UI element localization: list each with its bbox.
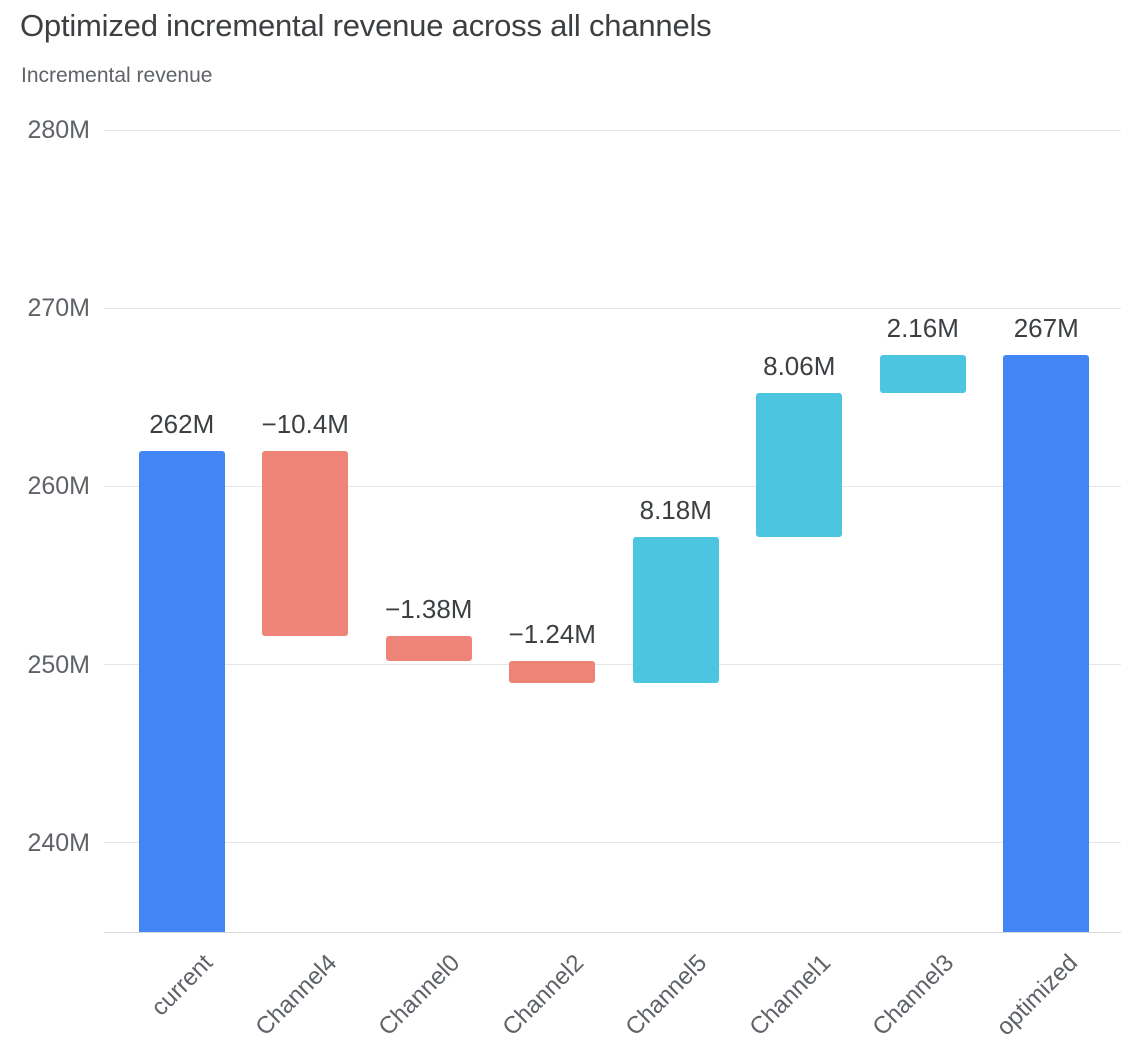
waterfall-bar-Channel4[interactable] xyxy=(262,450,349,637)
y-axis-label: 270M xyxy=(27,294,90,323)
gridline xyxy=(104,307,1121,309)
x-axis-label: Channel3 xyxy=(867,949,960,1042)
x-axis-label: Channel2 xyxy=(496,949,589,1042)
bar-value-label: 8.06M xyxy=(763,351,836,382)
waterfall-bar-Channel3[interactable] xyxy=(879,354,966,394)
waterfall-bar-current[interactable] xyxy=(138,450,225,932)
bar-value-label: 267M xyxy=(1013,312,1079,343)
bar-value-label: 2.16M xyxy=(886,312,959,343)
waterfall-bar-optimized[interactable] xyxy=(1003,354,1090,932)
x-axis-label: Channel0 xyxy=(373,949,466,1042)
chart-subtitle: Incremental revenue xyxy=(21,64,213,87)
x-axis-label: Channel1 xyxy=(743,949,836,1042)
gridline xyxy=(104,842,1121,844)
waterfall-bar-Channel5[interactable] xyxy=(632,537,719,683)
y-axis-label: 250M xyxy=(27,650,90,679)
x-axis-line xyxy=(104,932,1121,933)
gridline xyxy=(104,485,1121,487)
y-axis-label: 260M xyxy=(27,472,90,501)
bar-value-label: −1.24M xyxy=(508,618,596,649)
x-axis-label: current xyxy=(146,949,219,1022)
bar-value-label: 8.18M xyxy=(639,495,712,526)
waterfall-bar-Channel0[interactable] xyxy=(385,636,472,661)
bar-value-label: −1.38M xyxy=(385,594,473,625)
chart-title: Optimized incremental revenue across all… xyxy=(20,8,712,43)
waterfall-bar-Channel1[interactable] xyxy=(756,393,843,538)
x-axis-label: optimized xyxy=(990,949,1083,1042)
gridline xyxy=(104,129,1121,131)
x-axis-label: Channel5 xyxy=(620,949,713,1042)
bar-value-label: 262M xyxy=(149,408,215,439)
waterfall-bar-Channel2[interactable] xyxy=(509,660,596,683)
y-axis-label: 280M xyxy=(27,116,90,144)
bar-value-label: −10.4M xyxy=(261,408,349,439)
gridline xyxy=(104,664,1121,666)
x-axis-label: Channel4 xyxy=(249,949,342,1042)
y-axis-label: 240M xyxy=(27,828,90,857)
